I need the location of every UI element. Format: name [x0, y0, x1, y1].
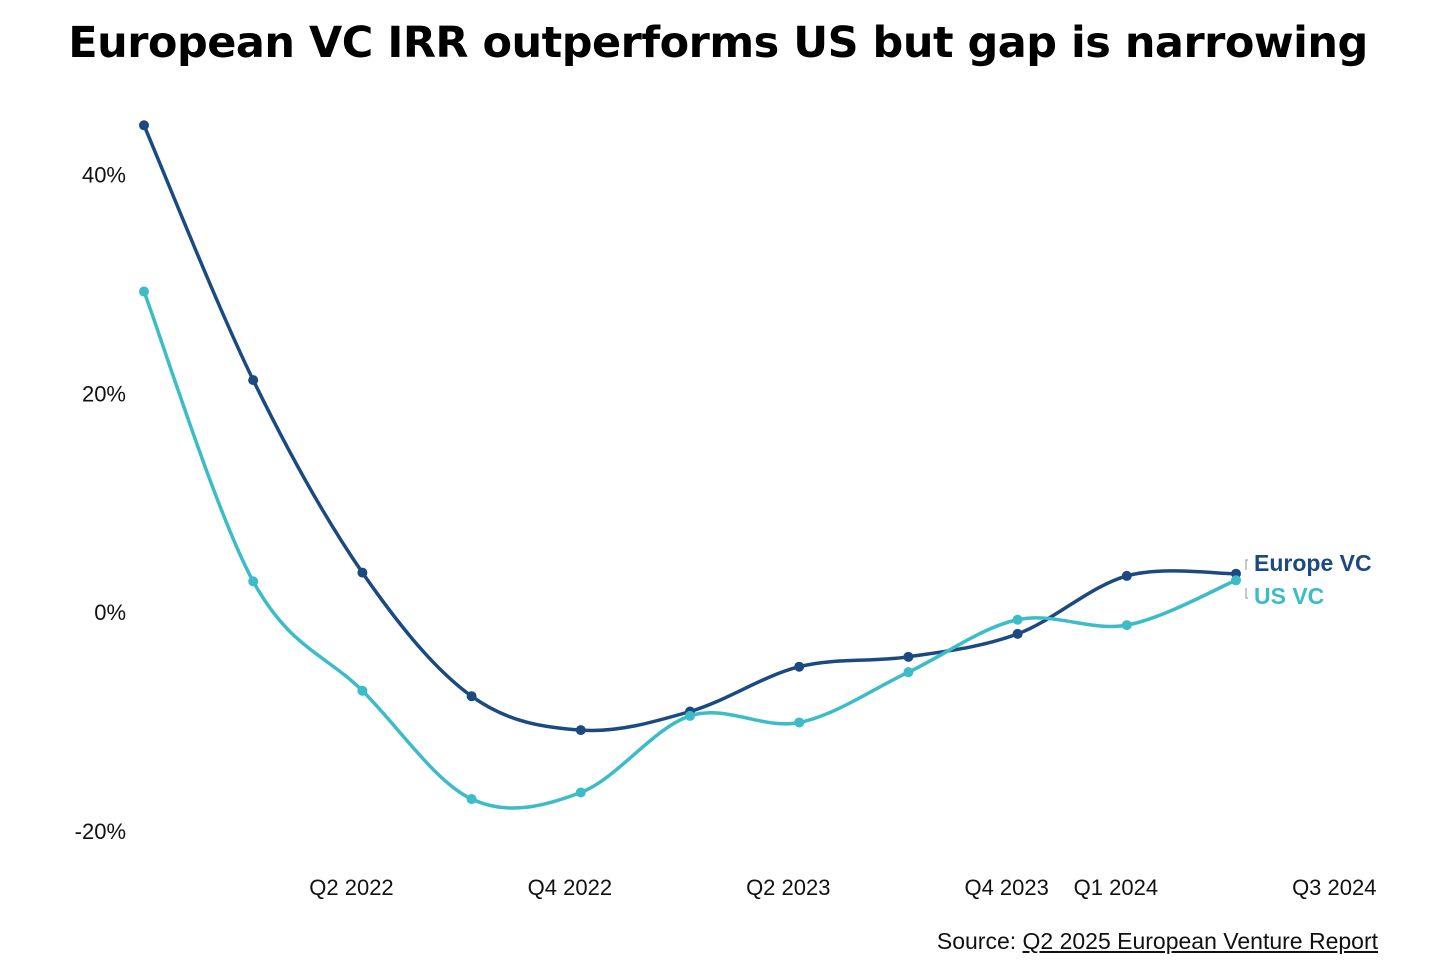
chart-title: European VC IRR outperforms US but gap i…	[68, 18, 1368, 68]
x-tick-label: Q2 2022	[309, 875, 393, 900]
us-vc-series	[139, 286, 1241, 810]
us-vc-point	[248, 576, 259, 587]
us-vc-point	[794, 717, 805, 728]
europe-vc-legend-label: Europe VC	[1254, 550, 1372, 576]
us-vc-point	[357, 685, 368, 696]
europe-vc-line	[142, 123, 1238, 733]
us-vc-point	[466, 794, 477, 805]
legend: Europe VC US VC	[1245, 550, 1372, 609]
source-note: Source: Q2 2025 European Venture Report	[937, 928, 1378, 955]
y-tick-label: 0%	[94, 600, 126, 625]
x-tick-label: Q1 2024	[1074, 875, 1158, 900]
us-vc-point	[139, 286, 149, 297]
europe-vc-point	[903, 651, 914, 662]
europe-vc-point	[466, 691, 477, 702]
us-vc-point	[1121, 620, 1132, 631]
source-prefix: Source:	[936, 928, 1023, 954]
x-tick-label: Q2 2023	[746, 875, 830, 900]
us-vc-line	[142, 289, 1238, 810]
us-vc-point	[1012, 614, 1023, 625]
legend-connector	[1245, 559, 1248, 570]
us-vc-point	[575, 787, 586, 798]
europe-vc-point	[794, 661, 805, 672]
us-vc-point	[1231, 575, 1241, 586]
europe-vc-point	[357, 567, 368, 578]
europe-vc-point	[575, 725, 586, 736]
x-tick-label: Q4 2023	[964, 875, 1048, 900]
europe-vc-point	[248, 375, 259, 386]
us-vc-point	[685, 710, 695, 721]
x-tick-label: Q4 2022	[528, 875, 612, 900]
europe-vc-point	[1121, 570, 1132, 581]
europe-vc-point	[139, 120, 149, 131]
y-tick-label: 20%	[82, 381, 126, 406]
europe-vc-point	[1012, 628, 1023, 639]
y-tick-label: -20%	[75, 819, 126, 844]
y-axis: -20% 0% 20% 40%	[75, 163, 126, 844]
x-axis: Q2 2022 Q4 2022 Q2 2023 Q4 2023 Q1 2024 Q3 20…	[309, 875, 1376, 900]
us-vc-legend-label: US VC	[1254, 583, 1324, 609]
y-tick-label: 40%	[82, 163, 126, 188]
x-tick-label: Q3 2024	[1292, 875, 1376, 900]
legend-connector	[1245, 588, 1248, 599]
us-vc-point	[903, 667, 914, 678]
source-link[interactable]: Q2 2025 European Venture Report	[1022, 928, 1378, 954]
series-layer	[139, 120, 1241, 810]
